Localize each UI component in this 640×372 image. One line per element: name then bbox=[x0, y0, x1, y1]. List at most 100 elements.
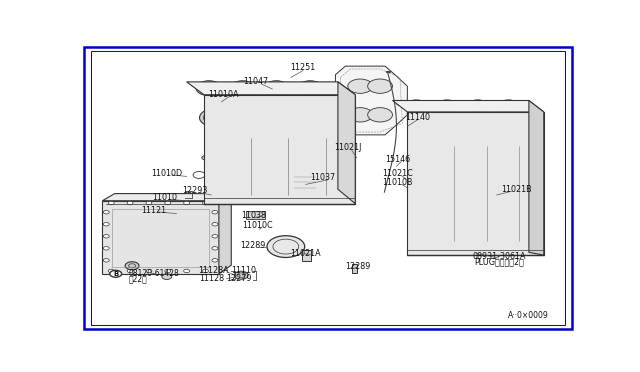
Circle shape bbox=[207, 131, 214, 135]
Circle shape bbox=[500, 125, 529, 141]
Polygon shape bbox=[102, 193, 231, 201]
Bar bbox=[352, 264, 356, 273]
Text: 11037: 11037 bbox=[310, 173, 335, 182]
Circle shape bbox=[227, 83, 236, 87]
Circle shape bbox=[103, 235, 109, 238]
Text: 11047: 11047 bbox=[243, 77, 269, 86]
Circle shape bbox=[443, 128, 463, 139]
Circle shape bbox=[410, 222, 417, 226]
Text: 11010A: 11010A bbox=[209, 90, 239, 99]
Text: 08120-61428: 08120-61428 bbox=[129, 269, 179, 278]
Circle shape bbox=[410, 121, 417, 125]
Text: 11121: 11121 bbox=[141, 206, 166, 215]
Circle shape bbox=[108, 269, 114, 273]
Text: 15146: 15146 bbox=[385, 155, 410, 164]
Circle shape bbox=[489, 101, 495, 105]
Text: 12279: 12279 bbox=[226, 275, 252, 283]
Circle shape bbox=[501, 102, 516, 110]
Polygon shape bbox=[408, 112, 544, 255]
Circle shape bbox=[504, 128, 524, 139]
Text: 11021J: 11021J bbox=[334, 143, 362, 152]
Circle shape bbox=[184, 269, 189, 273]
Circle shape bbox=[428, 101, 434, 105]
Circle shape bbox=[110, 270, 122, 277]
Text: 11010: 11010 bbox=[152, 193, 177, 202]
Circle shape bbox=[212, 259, 218, 262]
Circle shape bbox=[534, 121, 541, 125]
Circle shape bbox=[230, 81, 255, 96]
Text: （22）: （22） bbox=[129, 275, 147, 283]
Circle shape bbox=[299, 83, 307, 87]
Circle shape bbox=[405, 100, 428, 112]
Circle shape bbox=[297, 81, 323, 96]
Circle shape bbox=[234, 83, 252, 93]
Text: 11128A: 11128A bbox=[198, 266, 229, 275]
Circle shape bbox=[207, 180, 214, 184]
Circle shape bbox=[196, 81, 222, 96]
Circle shape bbox=[234, 271, 248, 279]
Text: A··0×0009: A··0×0009 bbox=[508, 311, 548, 320]
Bar bbox=[294, 175, 316, 192]
Circle shape bbox=[436, 100, 458, 112]
Text: 11110: 11110 bbox=[231, 266, 256, 275]
Circle shape bbox=[408, 125, 436, 141]
Circle shape bbox=[520, 101, 526, 105]
Circle shape bbox=[467, 100, 489, 112]
Circle shape bbox=[301, 109, 332, 127]
Circle shape bbox=[267, 236, 305, 257]
Circle shape bbox=[271, 111, 295, 125]
Circle shape bbox=[202, 269, 209, 273]
Polygon shape bbox=[338, 82, 355, 203]
Ellipse shape bbox=[471, 169, 496, 175]
Text: PLUGプラグ（2）: PLUGプラグ（2） bbox=[474, 257, 524, 266]
Circle shape bbox=[470, 102, 485, 110]
Circle shape bbox=[410, 172, 417, 176]
Circle shape bbox=[458, 101, 465, 105]
Circle shape bbox=[146, 201, 152, 205]
Text: 11010D: 11010D bbox=[151, 169, 182, 178]
Circle shape bbox=[267, 109, 299, 127]
Circle shape bbox=[534, 172, 541, 176]
Circle shape bbox=[348, 108, 372, 122]
Circle shape bbox=[212, 211, 218, 214]
Circle shape bbox=[439, 125, 467, 141]
Circle shape bbox=[127, 201, 133, 205]
Circle shape bbox=[534, 222, 541, 226]
Polygon shape bbox=[392, 100, 544, 112]
Text: 11038: 11038 bbox=[241, 211, 266, 219]
Ellipse shape bbox=[236, 154, 263, 161]
Ellipse shape bbox=[269, 154, 296, 161]
Circle shape bbox=[184, 201, 189, 205]
Circle shape bbox=[103, 211, 109, 214]
Circle shape bbox=[346, 180, 352, 184]
Circle shape bbox=[165, 269, 171, 273]
Polygon shape bbox=[335, 66, 408, 135]
Circle shape bbox=[263, 83, 271, 87]
Bar bbox=[112, 209, 209, 267]
Polygon shape bbox=[529, 100, 544, 255]
Text: 12289: 12289 bbox=[240, 241, 266, 250]
Circle shape bbox=[367, 108, 392, 122]
Circle shape bbox=[346, 131, 352, 135]
Text: 11010C: 11010C bbox=[243, 221, 273, 230]
Circle shape bbox=[534, 147, 541, 151]
Text: 12289: 12289 bbox=[345, 262, 371, 271]
Circle shape bbox=[412, 128, 432, 139]
Circle shape bbox=[204, 111, 227, 125]
Text: 11140: 11140 bbox=[404, 113, 430, 122]
Circle shape bbox=[474, 128, 493, 139]
Circle shape bbox=[301, 83, 319, 93]
Circle shape bbox=[103, 259, 109, 262]
Bar bbox=[248, 212, 264, 218]
Circle shape bbox=[200, 109, 231, 127]
Circle shape bbox=[233, 109, 265, 127]
Circle shape bbox=[146, 269, 152, 273]
Circle shape bbox=[264, 81, 289, 96]
Circle shape bbox=[200, 83, 218, 93]
Circle shape bbox=[268, 83, 285, 93]
Circle shape bbox=[498, 100, 520, 112]
Circle shape bbox=[125, 262, 139, 270]
Circle shape bbox=[191, 83, 200, 87]
Ellipse shape bbox=[202, 154, 229, 161]
Circle shape bbox=[108, 201, 114, 205]
